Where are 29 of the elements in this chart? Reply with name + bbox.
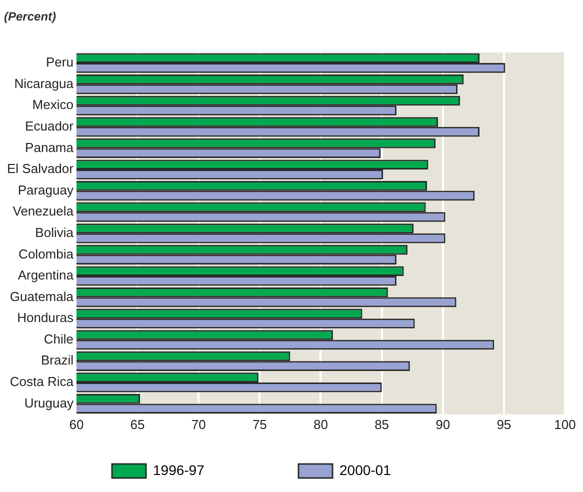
y-tick-label: Guatemala (10, 288, 74, 304)
y-tick-label: Costa Rica (10, 374, 74, 390)
y-tick-label: Nicaragua (14, 76, 74, 91)
x-tick-label: 90 (436, 416, 450, 432)
y-tick-label: Brazil (40, 352, 74, 368)
chart-title: (Percent) (4, 10, 56, 24)
y-tick-label: Paraguay (18, 182, 74, 198)
x-tick-label: 85 (374, 416, 390, 432)
x-tick-label: 75 (252, 416, 267, 432)
y-tick-label: Chile (44, 331, 74, 346)
x-tick-label: 100 (554, 416, 576, 432)
y-tick-label: Honduras (17, 310, 74, 326)
y-tick-label: Panama (25, 140, 74, 155)
y-tick-label: Ecuador (25, 118, 74, 134)
legend-label: 2000-01 (340, 462, 458, 478)
x-tick-label: 70 (191, 416, 206, 432)
y-tick-label: Venezuela (12, 204, 74, 219)
x-tick-label: 65 (130, 416, 145, 432)
y-tick-label: El Salvador (6, 161, 74, 176)
x-tick-label: 60 (69, 416, 84, 432)
y-tick-label: Colombia (18, 246, 74, 262)
x-tick-label: 95 (496, 416, 512, 432)
y-tick-label: Peru (46, 54, 74, 70)
x-tick-label: 80 (314, 416, 328, 432)
legend-label: 1996-97 (152, 462, 271, 478)
y-tick-label: Argentina (18, 268, 74, 283)
y-tick-label: Mexico (32, 97, 74, 112)
y-tick-label: Uruguay (24, 395, 74, 410)
y-tick-label: Bolivia (35, 224, 74, 240)
